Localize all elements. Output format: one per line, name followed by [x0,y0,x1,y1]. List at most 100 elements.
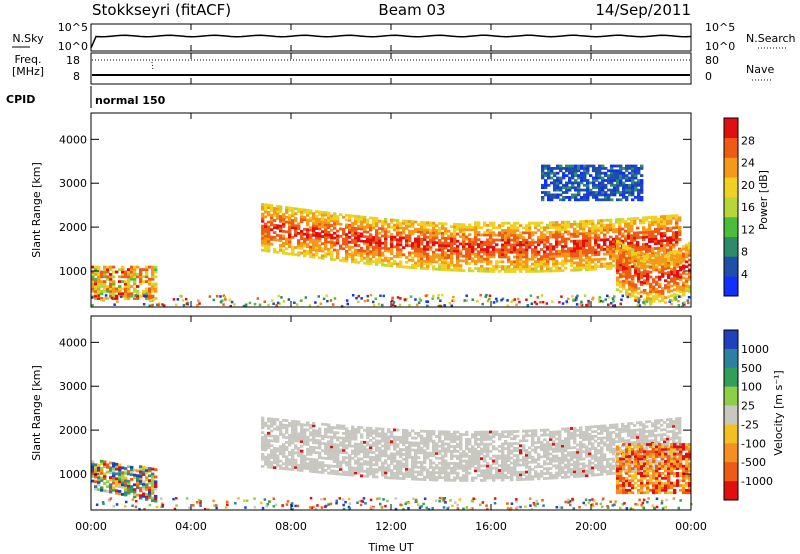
heatmap-cell [552,457,556,460]
heatmap-cell [507,459,511,462]
heatmap-cell [450,469,454,472]
heatmap-cell [336,472,340,476]
heatmap-cell [513,473,517,477]
heatmap-cell [588,239,592,242]
heatmap-cell [336,426,340,430]
heatmap-cell [510,270,514,273]
heatmap-cell [414,460,418,464]
heatmap-cell [261,419,265,422]
heatmap-cell [420,429,424,433]
heatmap-cell [134,294,138,297]
heatmap-cell [640,261,644,265]
heatmap-cell [444,432,448,436]
heatmap-cell [556,179,560,182]
heatmap-cell [676,250,680,254]
heatmap-cell [112,282,116,286]
heatmap-cell [670,302,673,306]
heatmap-cell [637,191,641,194]
heatmap-cell [556,171,560,175]
heatmap-cell [682,276,686,280]
heatmap-cell [616,247,620,251]
heatmap-cell [637,196,641,199]
heatmap-cell [624,220,628,223]
heatmap-cell [390,249,394,253]
heatmap-cell [601,171,605,175]
heatmap-cell [531,455,535,459]
heatmap-cell [94,280,98,283]
heatmap-cell [589,193,593,197]
heatmap-cell [504,267,508,271]
heatmap-cell [348,461,352,465]
heatmap-cell [124,294,128,298]
heatmap-cell [585,248,589,252]
heatmap-cell [438,268,442,271]
heatmap-cell [462,479,466,482]
heatmap-cell [127,273,131,276]
heatmap-cell [297,432,301,436]
heatmap-cell [616,198,620,202]
heatmap-cell [272,302,275,305]
heatmap-cell [444,437,448,441]
heatmap-cell [600,226,604,230]
heatmap-cell [667,264,671,267]
heatmap-cell [372,470,376,474]
heatmap-cell [375,253,379,257]
heatmap-cell [669,219,673,223]
heatmap-cell [619,268,623,272]
heatmap-cell [339,448,343,452]
heatmap-cell [414,465,418,469]
heatmap-cell [136,265,140,269]
heatmap-cell [300,251,304,255]
heatmap-cell [438,227,442,230]
heatmap-cell [369,228,373,232]
heatmap-cell [573,463,577,466]
heatmap-cell [580,196,584,199]
heatmap-cell [453,437,457,441]
heatmap-cell [513,224,517,227]
heatmap-cell [462,247,466,251]
heatmap-cell [663,222,667,226]
heatmap-cell [535,302,538,306]
heatmap-cell [637,260,641,264]
heatmap-cell [622,181,626,185]
heatmap-cell [351,437,355,441]
heatmap-cell [112,292,116,296]
heatmap-cell [660,249,664,252]
heatmap-cell [531,431,535,435]
heatmap-cell [405,222,409,226]
heatmap-cell [288,242,292,246]
heatmap-cell [598,174,602,177]
heatmap-cell [462,469,466,473]
heatmap-cell [679,249,683,252]
heatmap-cell [270,228,274,232]
heatmap-cell [621,227,625,231]
heatmap-cell [118,289,122,293]
heatmap-cell [309,250,313,254]
heatmap-cell [660,217,664,221]
heatmap-cell [399,265,403,268]
heatmap-cell [366,462,370,466]
heatmap-cell [588,449,592,453]
heatmap-cell [688,244,692,247]
heatmap-cell [381,466,385,470]
heatmap-cell [579,443,583,447]
heatmap-cell [444,229,448,233]
heatmap-cell [390,245,394,248]
heatmap-cell [570,252,574,255]
heatmap-cell [588,227,592,230]
heatmap-cell [492,459,496,463]
heatmap-cell [577,164,581,168]
heatmap-cell [510,466,514,470]
heatmap-cell [417,240,421,243]
heatmap-cell [127,268,131,271]
heatmap-cell [97,277,101,281]
heatmap-cell [513,243,517,247]
heatmap-cell [543,228,547,232]
heatmap-cell [447,430,451,434]
heatmap-cell [372,241,376,244]
heatmap-cell [688,263,692,267]
heatmap-cell [637,287,641,290]
heatmap-cell [622,272,626,276]
heatmap-cell [564,466,568,469]
heatmap-cell [564,228,568,231]
